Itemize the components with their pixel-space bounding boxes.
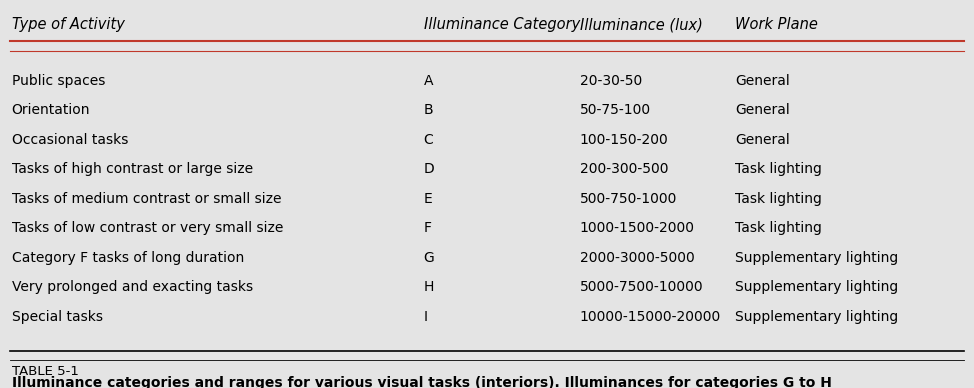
Text: Work Plane: Work Plane [735,17,818,33]
Text: 100-150-200: 100-150-200 [580,133,668,147]
Text: Task lighting: Task lighting [735,221,822,235]
Text: 20-30-50: 20-30-50 [580,74,642,88]
Text: 50-75-100: 50-75-100 [580,103,651,117]
Text: Public spaces: Public spaces [12,74,105,88]
Text: D: D [424,162,434,176]
Text: Illuminance categories and ranges for various visual tasks (interiors). Illumina: Illuminance categories and ranges for va… [12,376,832,388]
Text: Task lighting: Task lighting [735,162,822,176]
Text: I: I [424,310,428,324]
Text: General: General [735,133,790,147]
Text: 200-300-500: 200-300-500 [580,162,668,176]
Text: E: E [424,192,432,206]
Text: Very prolonged and exacting tasks: Very prolonged and exacting tasks [12,280,253,294]
Text: Tasks of high contrast or large size: Tasks of high contrast or large size [12,162,253,176]
Text: Supplementary lighting: Supplementary lighting [735,280,899,294]
Text: 5000-7500-10000: 5000-7500-10000 [580,280,703,294]
Text: 10000-15000-20000: 10000-15000-20000 [580,310,721,324]
Text: General: General [735,74,790,88]
Text: C: C [424,133,433,147]
Text: A: A [424,74,433,88]
Text: G: G [424,251,434,265]
Text: Type of Activity: Type of Activity [12,17,125,33]
Text: TABLE 5-1: TABLE 5-1 [12,365,79,379]
Text: General: General [735,103,790,117]
Text: Occasional tasks: Occasional tasks [12,133,128,147]
Text: Tasks of medium contrast or small size: Tasks of medium contrast or small size [12,192,281,206]
Text: Tasks of low contrast or very small size: Tasks of low contrast or very small size [12,221,283,235]
Text: H: H [424,280,434,294]
Text: 500-750-1000: 500-750-1000 [580,192,677,206]
Text: 1000-1500-2000: 1000-1500-2000 [580,221,694,235]
Text: Illuminance (lux): Illuminance (lux) [580,17,702,33]
Text: 2000-3000-5000: 2000-3000-5000 [580,251,694,265]
Text: Orientation: Orientation [12,103,91,117]
Text: Illuminance Category: Illuminance Category [424,17,580,33]
Text: Special tasks: Special tasks [12,310,102,324]
Text: F: F [424,221,431,235]
Text: Supplementary lighting: Supplementary lighting [735,251,899,265]
Text: B: B [424,103,433,117]
Text: Category F tasks of long duration: Category F tasks of long duration [12,251,243,265]
Text: Supplementary lighting: Supplementary lighting [735,310,899,324]
Text: Task lighting: Task lighting [735,192,822,206]
